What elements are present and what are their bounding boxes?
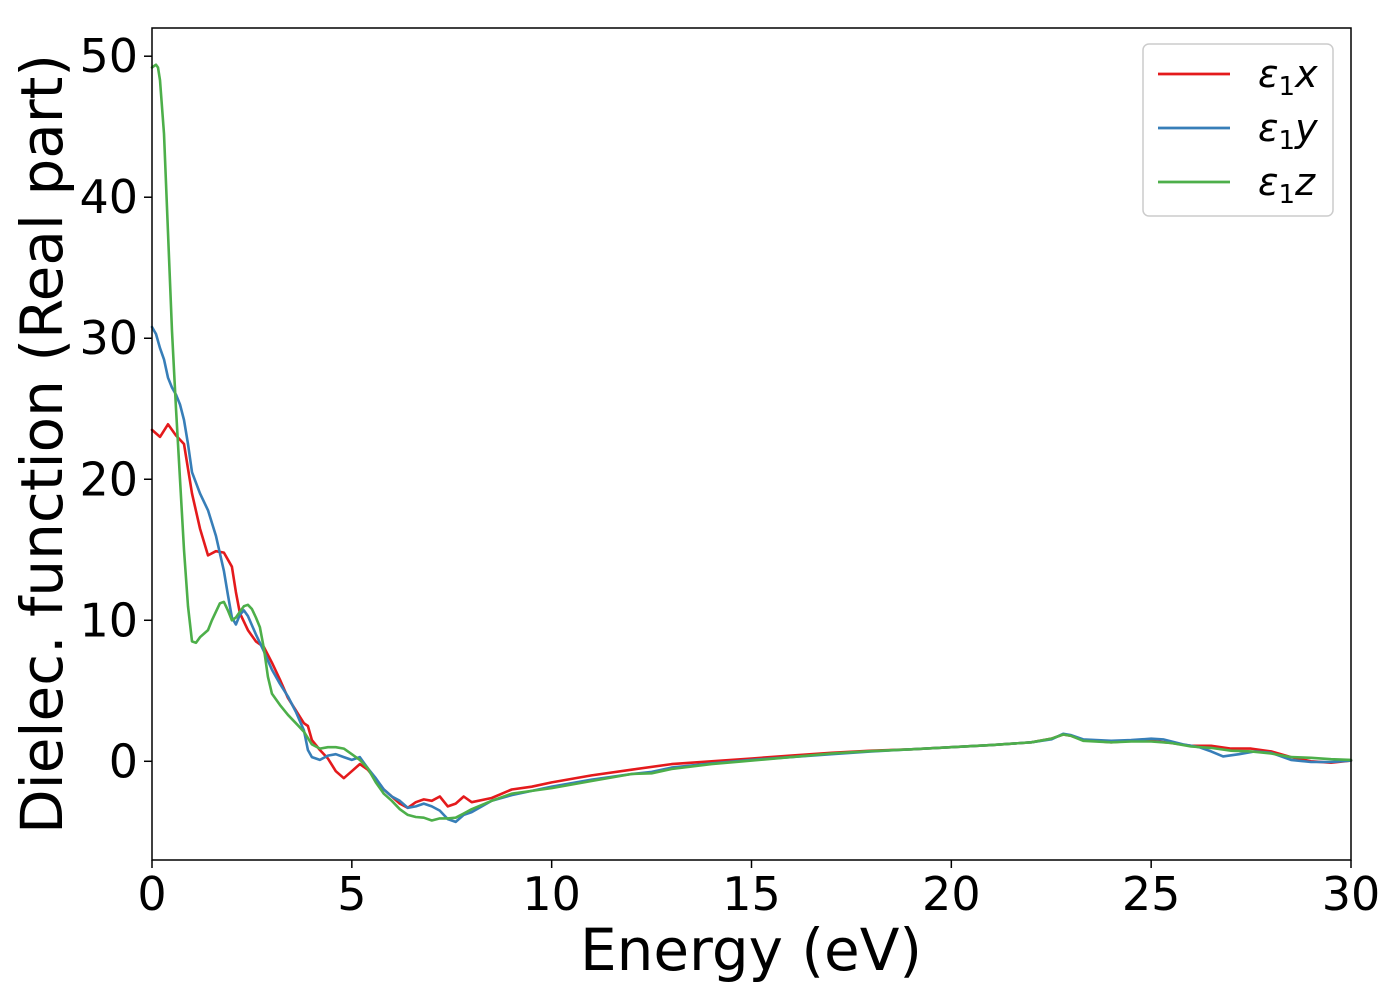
y-tick-label: 10 (79, 593, 138, 647)
legend-box (1142, 43, 1334, 217)
x-tick-label: 30 (1322, 867, 1381, 921)
x-tick-label: 15 (722, 867, 781, 921)
x-tick-label: 25 (1122, 867, 1181, 921)
x-axis-label: Energy (eV) (580, 916, 922, 984)
y-axis: 0 10 20 30 40 50 (79, 29, 152, 788)
y-tick-label: 40 (79, 170, 138, 224)
series-line-y (150, 325, 1353, 824)
y-axis-label: Dielec. function (Real part) (8, 54, 76, 834)
series-line-z (150, 63, 1353, 822)
legend-label-z: ε1z (1258, 160, 1316, 210)
y-tick-label: 50 (79, 29, 138, 83)
x-tick-label: 5 (337, 867, 366, 921)
legend-label-x: ε1x (1258, 52, 1318, 102)
y-tick-label: 20 (79, 452, 138, 506)
y-tick-label: 0 (109, 734, 138, 788)
y-tick-label: 30 (79, 311, 138, 365)
series-layer (150, 63, 1353, 824)
x-axis: 0 5 10 15 20 25 30 (137, 860, 1380, 921)
x-tick-label: 0 (137, 867, 166, 921)
x-tick-label: 10 (522, 867, 581, 921)
x-tick-label: 20 (922, 867, 981, 921)
legend-label-y: ε1y (1258, 106, 1318, 156)
